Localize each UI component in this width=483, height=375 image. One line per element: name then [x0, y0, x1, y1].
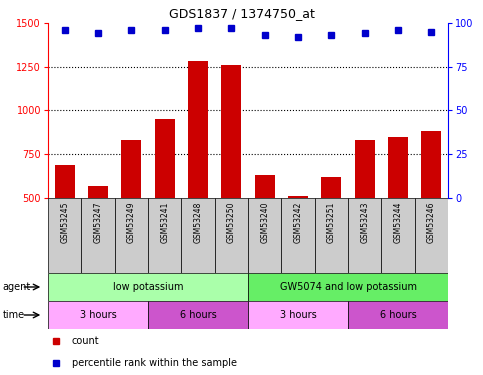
- Text: GSM53248: GSM53248: [194, 202, 202, 243]
- Bar: [348, 198, 382, 273]
- Bar: [121, 140, 142, 198]
- Text: GSM53245: GSM53245: [60, 202, 69, 243]
- Text: agent: agent: [2, 282, 30, 292]
- Text: GSM53247: GSM53247: [94, 202, 102, 243]
- Text: GSM53244: GSM53244: [394, 202, 402, 243]
- Text: GSM53251: GSM53251: [327, 202, 336, 243]
- Bar: [288, 196, 308, 198]
- Text: GDS1837 / 1374750_at: GDS1837 / 1374750_at: [169, 7, 314, 20]
- Text: 6 hours: 6 hours: [380, 310, 416, 320]
- Text: time: time: [2, 310, 25, 320]
- Bar: [55, 165, 75, 198]
- Bar: [114, 198, 148, 273]
- Text: GSM53242: GSM53242: [294, 202, 302, 243]
- Bar: [148, 198, 181, 273]
- Bar: [48, 301, 148, 329]
- Bar: [314, 198, 348, 273]
- Bar: [221, 65, 242, 198]
- Bar: [248, 198, 281, 273]
- Bar: [248, 301, 348, 329]
- Bar: [48, 273, 248, 301]
- Bar: [281, 198, 314, 273]
- Text: GSM53240: GSM53240: [260, 202, 269, 243]
- Bar: [48, 198, 81, 273]
- Bar: [348, 301, 448, 329]
- Bar: [355, 140, 375, 198]
- Text: GSM53243: GSM53243: [360, 202, 369, 243]
- Bar: [81, 198, 114, 273]
- Bar: [155, 119, 175, 198]
- Text: low potassium: low potassium: [113, 282, 183, 292]
- Bar: [148, 301, 248, 329]
- Bar: [88, 186, 108, 198]
- Bar: [388, 137, 408, 198]
- Text: percentile rank within the sample: percentile rank within the sample: [72, 358, 237, 368]
- Text: count: count: [72, 336, 99, 346]
- Bar: [181, 198, 214, 273]
- Bar: [321, 177, 341, 198]
- Bar: [214, 198, 248, 273]
- Text: GSM53249: GSM53249: [127, 202, 136, 243]
- Text: 3 hours: 3 hours: [280, 310, 316, 320]
- Bar: [382, 198, 415, 273]
- Bar: [415, 198, 448, 273]
- Bar: [248, 273, 448, 301]
- Text: 6 hours: 6 hours: [180, 310, 216, 320]
- Text: GSM53241: GSM53241: [160, 202, 169, 243]
- Bar: [255, 175, 275, 198]
- Text: GSM53250: GSM53250: [227, 202, 236, 243]
- Bar: [188, 62, 208, 198]
- Text: 3 hours: 3 hours: [80, 310, 116, 320]
- Text: GW5074 and low potassium: GW5074 and low potassium: [280, 282, 416, 292]
- Bar: [421, 132, 441, 198]
- Text: GSM53246: GSM53246: [427, 202, 436, 243]
